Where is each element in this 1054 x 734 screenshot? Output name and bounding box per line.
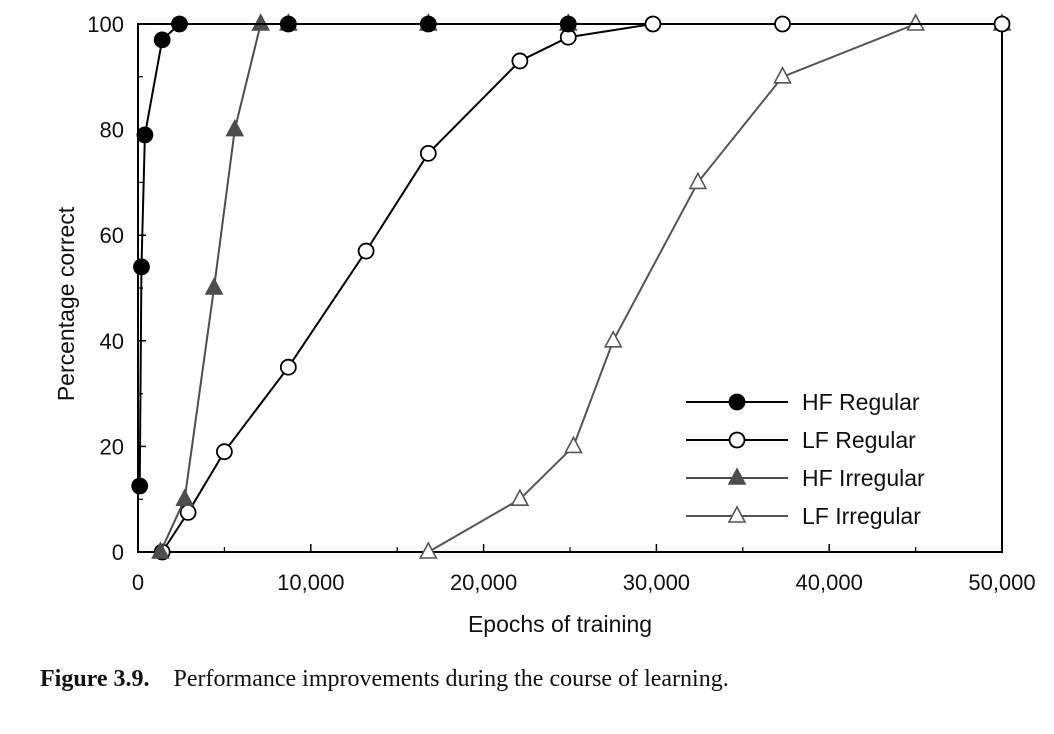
caption-text: Performance improvements during the cour… (173, 666, 729, 692)
series-line (427, 23, 1002, 553)
figure-caption: Figure 3.9. Performance improvements duri… (40, 666, 729, 693)
data-point (906, 13, 925, 31)
y-tick-label: 60 (100, 223, 124, 248)
data-point (175, 488, 194, 507)
y-tick-label: 80 (100, 118, 124, 143)
x-axis-ticks: 0 10,000 20,000 30,000 40,000 50,000 (132, 544, 1036, 595)
legend: HF Regular LF Regular HF Irregular LF Irreg… (686, 389, 925, 529)
data-point (773, 66, 792, 84)
data-point (419, 144, 437, 162)
y-axis-title: Percentage correct (53, 206, 79, 401)
x-tick-label: 0 (132, 570, 144, 595)
legend-label: LF Irregular (802, 503, 921, 529)
x-tick-label: 20,000 (450, 570, 517, 595)
y-axis-ticks: 0 20 40 60 80 100 (87, 12, 146, 565)
data-point (179, 504, 197, 521)
data-point (357, 242, 375, 260)
y-tick-label: 100 (87, 12, 124, 37)
data-point (728, 393, 746, 411)
data-point (133, 258, 150, 276)
data-point (131, 477, 149, 495)
data-point (225, 118, 245, 137)
data-point (727, 505, 747, 523)
legend-item: LF Regular (686, 427, 916, 453)
data-point (727, 467, 747, 485)
data-point (510, 488, 530, 507)
data-point (511, 52, 529, 70)
data-point (171, 15, 188, 33)
data-point (564, 435, 583, 454)
data-point (251, 13, 271, 31)
data-point (419, 15, 437, 33)
series-hf-irregular (151, 13, 578, 559)
legend-label: HF Regular (802, 389, 920, 415)
legend-label: HF Irregular (802, 465, 925, 491)
data-point (215, 443, 233, 461)
x-tick-label: 10,000 (277, 570, 344, 595)
data-point (279, 358, 297, 376)
series-line (138, 23, 569, 487)
data-point (136, 126, 154, 144)
data-point (774, 15, 791, 33)
data-point (603, 330, 623, 348)
legend-item: HF Regular (686, 389, 920, 415)
data-point (559, 15, 577, 33)
y-tick-label: 0 (112, 540, 124, 565)
data-point (644, 15, 662, 33)
chart-svg: 0 10,000 20,000 30,000 40,000 50,000 0 20 40 60 8… (53, 12, 1036, 637)
data-point (151, 541, 170, 559)
series-hf-regular (131, 15, 577, 495)
series-layer (131, 13, 1012, 561)
legend-item: LF Irregular (686, 503, 921, 529)
legend-label: LF Regular (802, 427, 916, 453)
data-point (688, 171, 708, 190)
data-point (993, 15, 1011, 33)
figure-number: Figure 3.9. (40, 666, 150, 692)
data-point (204, 277, 224, 295)
x-tick-label: 30,000 (623, 570, 690, 595)
legend-item: HF Irregular (686, 465, 925, 491)
series-line (159, 23, 569, 553)
data-point (279, 15, 297, 33)
data-point (418, 541, 438, 559)
x-tick-label: 50,000 (968, 570, 1035, 595)
y-tick-label: 20 (100, 434, 124, 459)
y-tick-label: 40 (100, 329, 124, 354)
data-point (153, 31, 171, 49)
series-lf-regular (153, 15, 1011, 561)
data-point (728, 431, 746, 449)
x-tick-label: 40,000 (796, 570, 863, 595)
x-axis-title: Epochs of training (468, 611, 652, 637)
